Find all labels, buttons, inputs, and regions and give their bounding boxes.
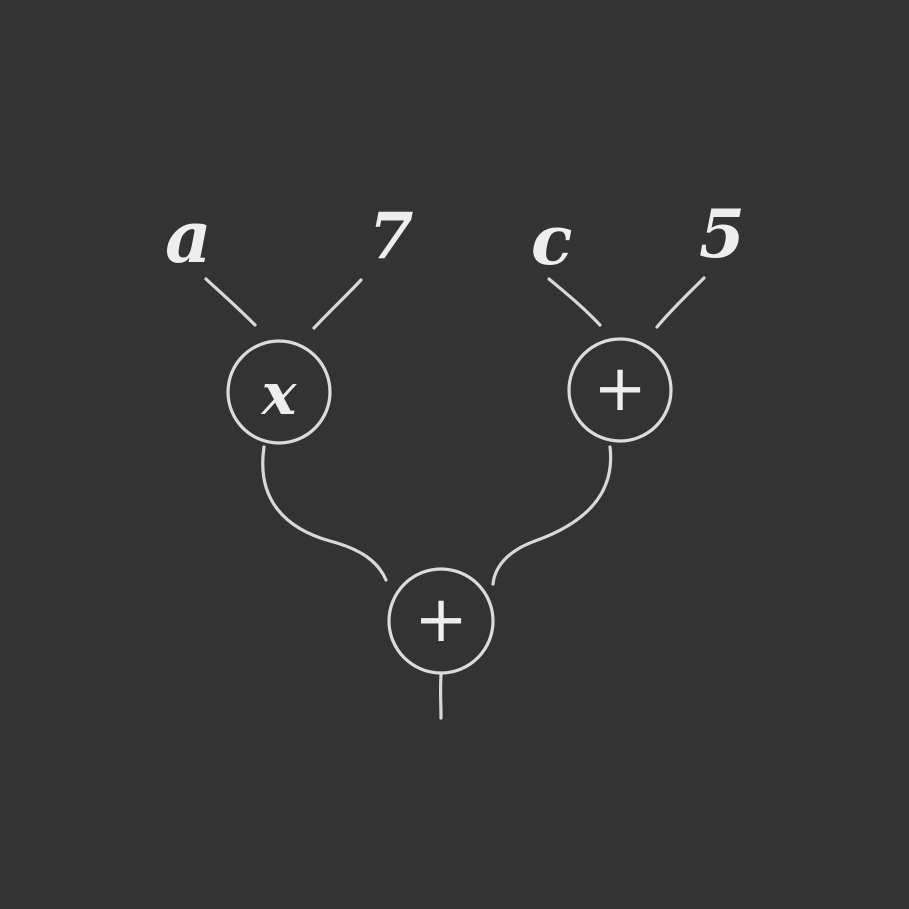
bottom-add-operator-label: +: [414, 583, 468, 657]
input-7-label: 7: [369, 199, 414, 274]
input-5-label: 5: [699, 195, 745, 273]
add-node-bottom-circle: [387, 567, 495, 675]
input-a-label: a: [165, 194, 212, 279]
edge-right-add-to-bottom-add: [491, 445, 613, 586]
edge-5-to-add-right: [655, 276, 706, 329]
edge-a-to-multiply: [204, 277, 257, 327]
edge-c-to-add-right: [547, 277, 602, 327]
edge-multiply-to-bottom-add: [261, 445, 388, 582]
multiply-operator-label: x: [260, 360, 298, 428]
add-node-right-circle: [567, 337, 673, 443]
right-add-operator-label: +: [593, 352, 647, 426]
multiply-node-circle: [226, 339, 332, 445]
input-c-label: c: [531, 201, 572, 281]
edge-7-to-multiply: [312, 278, 363, 330]
